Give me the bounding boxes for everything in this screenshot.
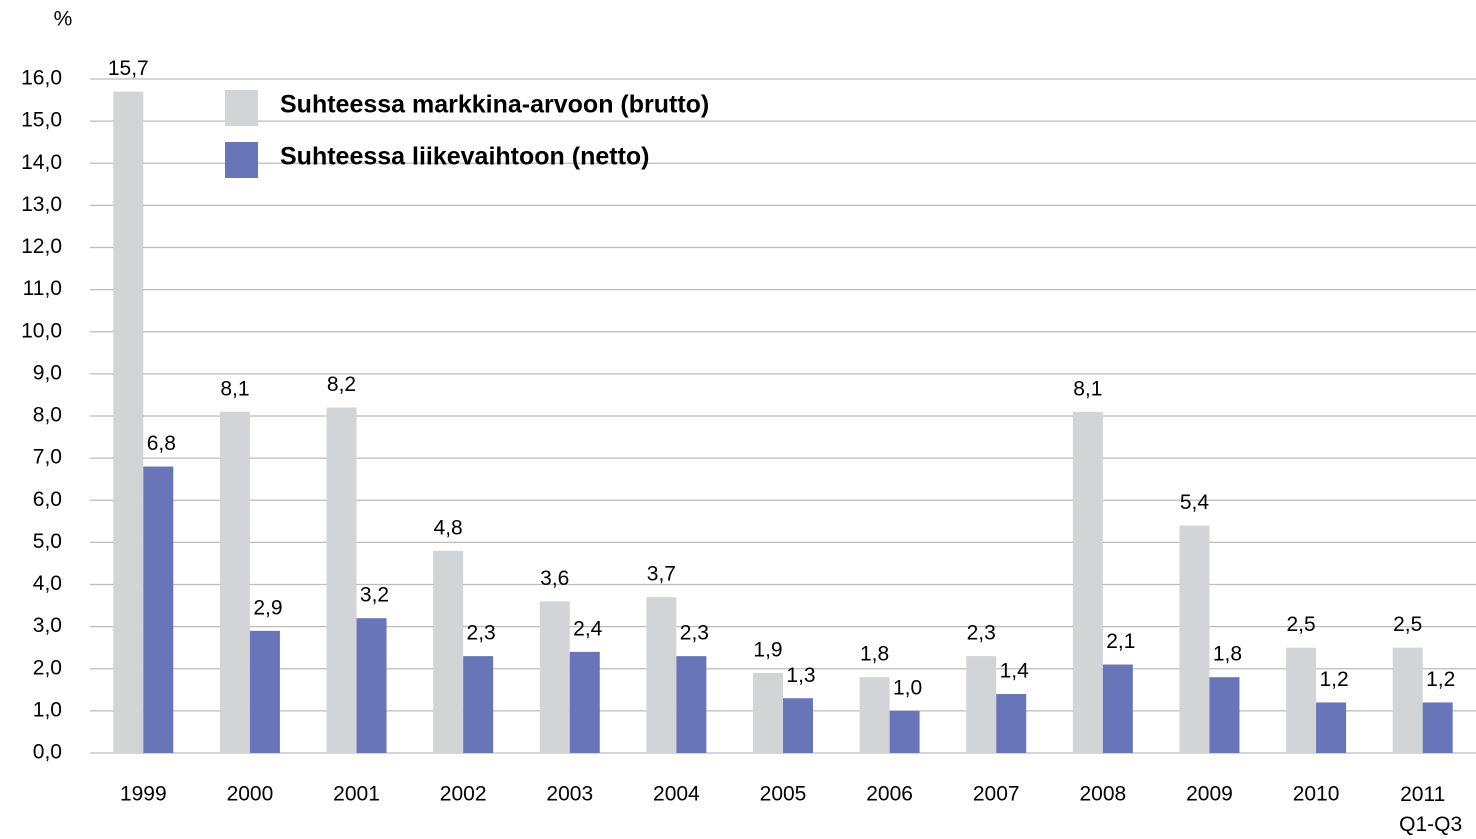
x-tick-label: 2002	[440, 783, 487, 806]
y-tick-label: 15,0	[21, 109, 62, 132]
x-tick-label: 2004	[653, 783, 700, 806]
value-label: 2,4	[573, 617, 603, 640]
x-tick-label: 2009	[1186, 783, 1233, 806]
value-label: 2,3	[967, 622, 996, 645]
y-tick-label: 6,0	[33, 488, 62, 511]
y-tick-label: 7,0	[33, 446, 62, 469]
y-tick-label: 14,0	[21, 151, 62, 174]
bar	[676, 656, 707, 753]
y-tick-label: 3,0	[33, 614, 62, 637]
value-label: 1,9	[753, 639, 782, 662]
value-label: 8,1	[1073, 377, 1102, 400]
value-label: 8,2	[327, 373, 356, 396]
legend-swatch	[225, 90, 258, 126]
x-tick-label: 2010	[1293, 783, 1340, 806]
bar	[433, 550, 464, 753]
y-tick-label: 1,0	[33, 698, 62, 721]
value-label: 3,7	[647, 563, 676, 586]
value-label: 2,5	[1393, 613, 1422, 636]
x-tick-label: 2003	[546, 783, 593, 806]
y-axis-label: %	[54, 8, 73, 31]
bar	[569, 651, 600, 753]
y-tick-label: 12,0	[21, 235, 62, 258]
y-tick-label: 8,0	[33, 404, 62, 427]
y-tick-label: 10,0	[21, 319, 62, 342]
value-label: 3,2	[360, 584, 389, 607]
y-tick-label: 11,0	[23, 277, 62, 300]
value-label: 1,8	[1213, 643, 1242, 666]
value-label: 2,5	[1286, 613, 1315, 636]
value-label: 15,7	[108, 57, 149, 80]
value-label: 1,2	[1319, 668, 1348, 691]
value-label: 3,6	[540, 567, 569, 590]
y-tick-label: 0,0	[33, 741, 62, 764]
bar	[783, 698, 813, 753]
value-label: 1,3	[786, 664, 815, 687]
bar	[1316, 702, 1347, 753]
bar	[1102, 664, 1133, 753]
legend-swatch	[225, 142, 258, 178]
bar	[1392, 647, 1423, 753]
value-label: 1,0	[893, 676, 922, 699]
bar	[326, 407, 357, 753]
value-label: 1,8	[860, 643, 889, 666]
x-tick-label: 2006	[866, 783, 913, 806]
bar	[1422, 702, 1453, 753]
value-label: 2,3	[680, 622, 709, 645]
bar	[753, 672, 783, 753]
y-tick-label: 4,0	[33, 572, 62, 595]
x-tick-label: 2007	[973, 783, 1020, 806]
bar	[143, 466, 174, 753]
y-tick-label: 2,0	[33, 656, 62, 679]
legend-label: Suhteessa markkina-arvoon (brutto)	[280, 91, 709, 119]
bar	[646, 597, 677, 753]
bar	[966, 656, 997, 753]
value-label: 2,9	[253, 596, 282, 619]
value-label: 2,3	[467, 622, 496, 645]
x-tick-label: 2011 Q1-Q3	[1399, 783, 1462, 836]
x-tick-label: 2001	[333, 783, 380, 806]
bar	[1072, 411, 1103, 753]
bar	[1209, 677, 1240, 753]
x-tick-label: 2005	[760, 783, 807, 806]
value-label: 8,1	[220, 377, 249, 400]
y-tick-label: 16,0	[21, 67, 62, 90]
bar	[1179, 525, 1210, 753]
y-tick-label: 5,0	[33, 530, 62, 553]
bar	[539, 601, 570, 753]
bar	[463, 656, 494, 753]
bar	[859, 677, 890, 753]
bar	[1286, 647, 1317, 753]
bar	[996, 694, 1027, 753]
bar	[249, 630, 280, 753]
x-tick-label: 2000	[227, 783, 274, 806]
bar	[356, 618, 387, 753]
value-label: 2,1	[1106, 630, 1135, 653]
x-tick-label: 2008	[1079, 783, 1126, 806]
value-label: 1,4	[1000, 660, 1030, 683]
value-label: 5,4	[1180, 491, 1210, 514]
legend-label: Suhteessa liikevaihtoon (netto)	[280, 143, 650, 171]
y-tick-label: 13,0	[21, 193, 62, 216]
y-tick-label: 9,0	[33, 361, 62, 384]
bar	[889, 710, 920, 753]
x-tick-label: 1999	[120, 783, 167, 806]
value-label: 1,2	[1426, 668, 1455, 691]
value-label: 6,8	[147, 432, 176, 455]
value-label: 4,8	[434, 516, 463, 539]
bar	[113, 91, 144, 753]
bar	[219, 411, 250, 753]
